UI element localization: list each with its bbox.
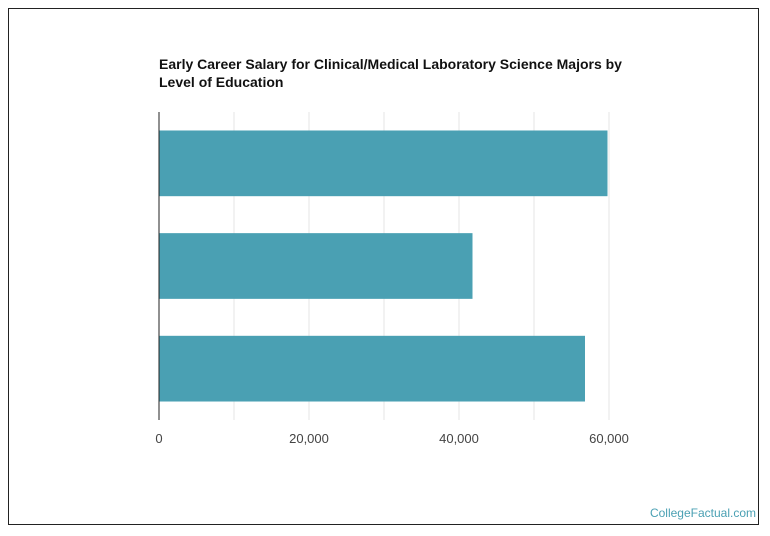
x-tick-label: 40,000	[439, 431, 479, 446]
x-tick-label: 60,000	[589, 431, 629, 446]
chart-title-line-2: Level of Education	[159, 74, 284, 90]
bar[interactable]	[159, 335, 585, 402]
bars	[159, 130, 608, 402]
x-tick-label: 20,000	[289, 431, 329, 446]
x-tick-label: 0	[155, 431, 162, 446]
chart-title-line-1: Early Career Salary for Clinical/Medical…	[159, 56, 622, 72]
chart-title: Early Career Salary for Clinical/Medical…	[159, 55, 629, 91]
x-axis-ticks: 0 20,000 40,000 60,000	[155, 431, 629, 446]
source-credit[interactable]: CollegeFactual.com	[649, 506, 756, 520]
bar[interactable]	[159, 130, 608, 197]
bar[interactable]	[159, 233, 473, 299]
